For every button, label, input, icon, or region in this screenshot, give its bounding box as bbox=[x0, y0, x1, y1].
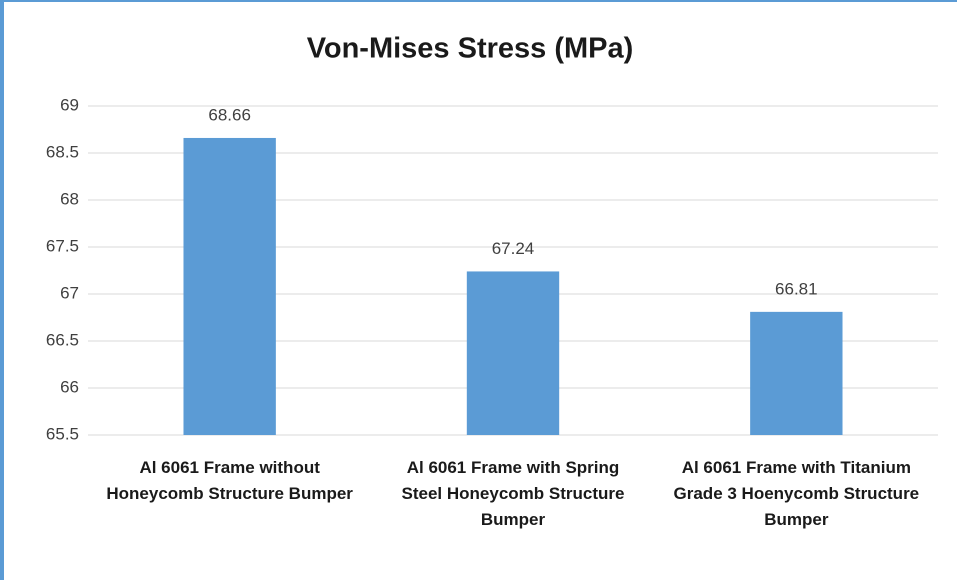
y-tick-label: 67.5 bbox=[46, 236, 79, 255]
y-tick-label: 68.5 bbox=[46, 142, 79, 161]
bar bbox=[183, 137, 276, 435]
bar bbox=[750, 311, 843, 435]
x-tick-label: Al 6061 Frame with Spring Steel Honeycom… bbox=[401, 458, 625, 529]
y-tick-label: 65.5 bbox=[46, 424, 79, 443]
x-tick-label: Al 6061 Frame with Titanium Grade 3 Hoen… bbox=[673, 458, 920, 529]
y-tick-label: 66 bbox=[60, 377, 79, 396]
chart-title: Von-Mises Stress (MPa) bbox=[307, 33, 634, 65]
y-tick-label: 66.5 bbox=[46, 330, 79, 349]
y-tick-label: 68 bbox=[60, 189, 79, 208]
data-label: 68.66 bbox=[208, 105, 251, 124]
data-label: 66.81 bbox=[775, 279, 818, 298]
bar bbox=[466, 271, 560, 435]
data-label: 67.24 bbox=[492, 239, 535, 258]
y-tick-label: 67 bbox=[60, 283, 79, 302]
x-tick-label: Al 6061 Frame without Honeycomb Structur… bbox=[106, 458, 353, 503]
y-tick-label: 69 bbox=[60, 95, 79, 114]
chart: Von-Mises Stress (MPa) 65.5 66 66.5 67 67.5 6… bbox=[46, 33, 938, 443]
